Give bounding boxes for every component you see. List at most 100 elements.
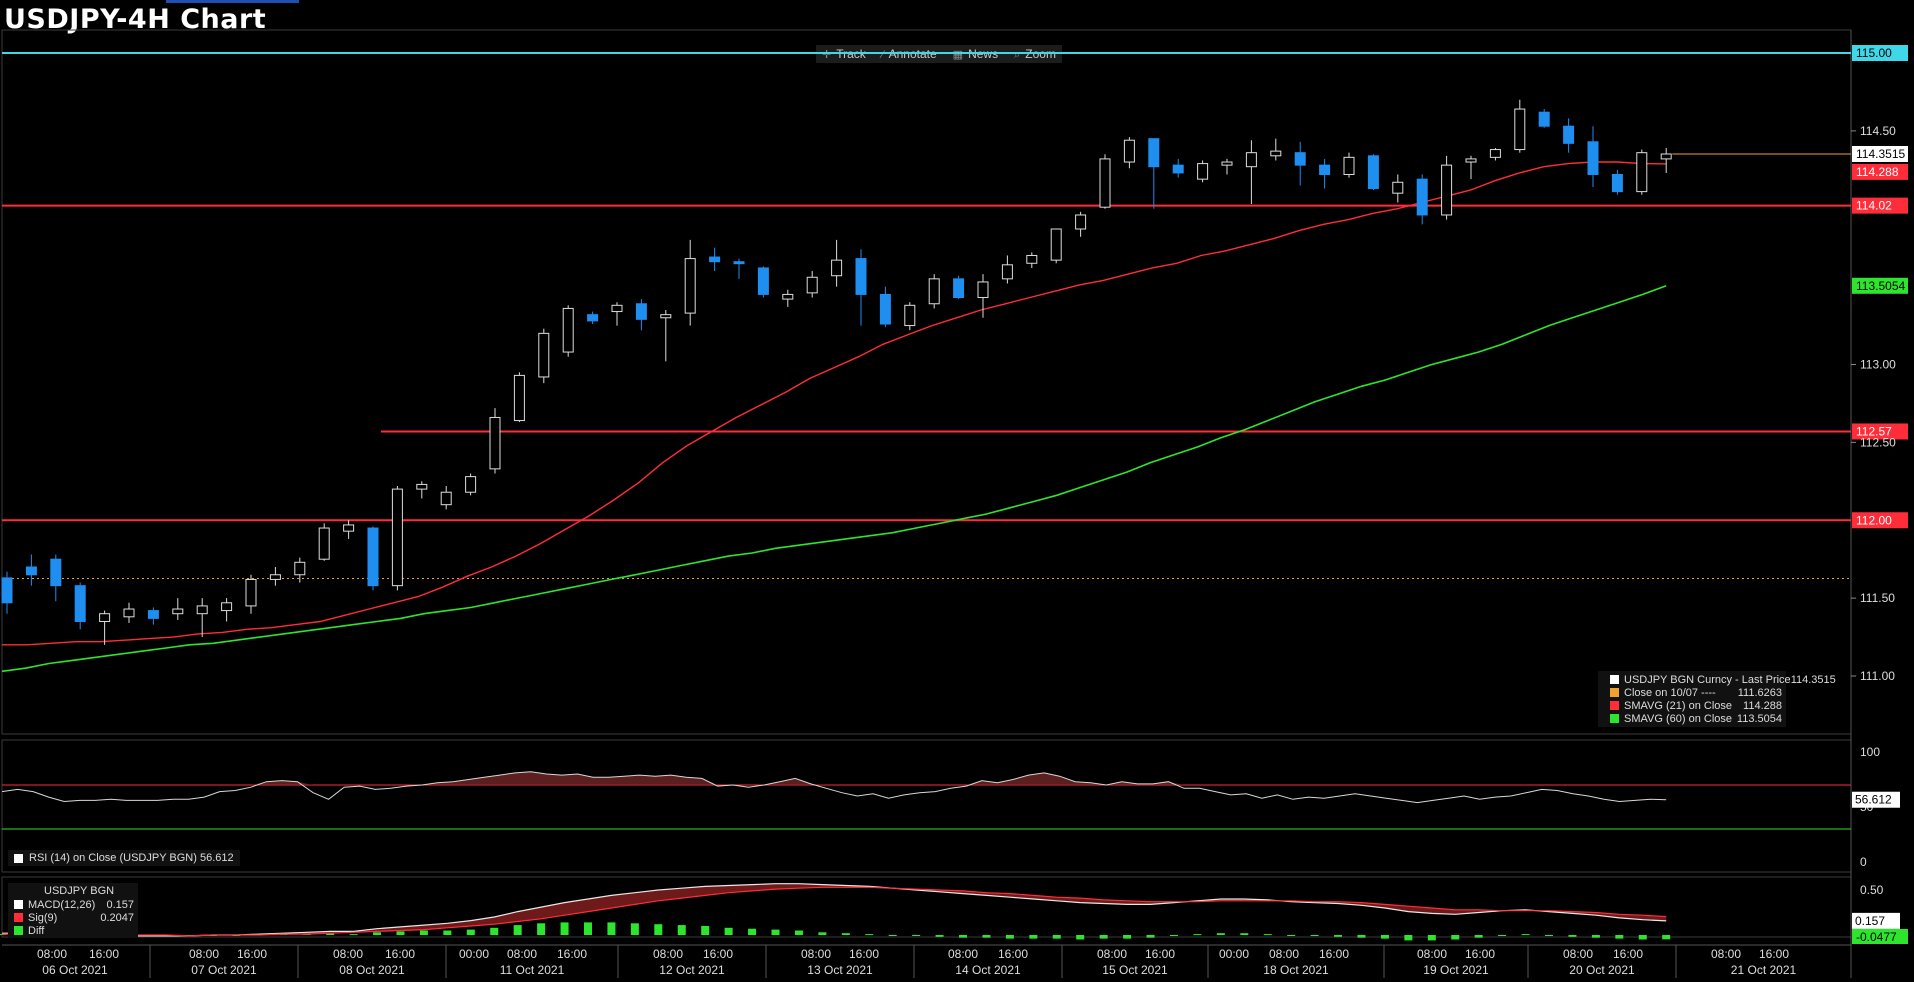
legend-value: 114.288	[1743, 699, 1782, 712]
candle-body	[709, 256, 721, 263]
macd-diff-bar	[1216, 933, 1225, 935]
legend-swatch	[1610, 714, 1619, 723]
macd-diff-bar	[701, 926, 710, 935]
macd-diff-bar	[373, 932, 382, 935]
legend-value: 0.2047	[100, 911, 134, 924]
candle-body	[977, 281, 989, 299]
candle	[1441, 155, 1453, 220]
x-time-label: 16:00	[237, 947, 267, 961]
x-date-label: 20 Oct 2021	[1569, 963, 1635, 977]
level-tag-text: 114.02	[1856, 199, 1892, 213]
macd-last-tag	[1852, 912, 1900, 929]
candle	[123, 602, 135, 624]
candle-body	[513, 374, 525, 422]
macd-diff-bar	[1662, 935, 1671, 940]
macd-diff-bar	[865, 934, 874, 936]
candle	[831, 239, 843, 287]
price-legend: USDJPY BGN Curncy - Last Price 114.3515 C…	[1598, 671, 1836, 727]
candle-body	[294, 561, 306, 576]
legend-swatch	[1610, 701, 1619, 710]
x-time-label: 16:00	[89, 947, 119, 961]
candle-body	[1245, 152, 1257, 168]
macd-diff-bar	[677, 925, 686, 935]
candle	[343, 520, 355, 539]
candle	[269, 566, 281, 586]
candle	[1099, 154, 1111, 209]
candle-body	[1319, 164, 1331, 175]
macd-diff-bar	[724, 927, 733, 935]
candle	[1026, 252, 1038, 268]
macd-diff-bar	[818, 932, 827, 935]
macd-diff-bar	[1545, 935, 1554, 936]
candle	[1465, 155, 1477, 180]
candle-body	[1197, 163, 1209, 180]
candle-body	[1538, 111, 1550, 127]
candle-body	[1587, 141, 1599, 175]
candle-body	[1026, 254, 1038, 264]
legend-label: SMAVG (21) on Close	[1624, 699, 1733, 712]
candle-body	[1563, 125, 1575, 144]
candle	[1611, 169, 1623, 195]
macd-diff-bar	[912, 935, 921, 936]
candle	[1245, 140, 1257, 205]
rsi-tick-label: 100	[1860, 745, 1880, 759]
candle-body	[635, 303, 647, 320]
top-accent-bar	[166, 0, 299, 3]
candle	[1148, 138, 1160, 209]
macd-diff-bar	[1521, 934, 1530, 936]
candle	[1636, 149, 1648, 195]
rsi-swatch	[14, 853, 23, 863]
candle-body	[1489, 149, 1501, 158]
macd-diff-bar	[326, 933, 335, 935]
x-date-label: 21 Oct 2021	[1731, 963, 1797, 977]
candle	[245, 574, 257, 614]
candle	[74, 582, 86, 630]
macd-diff-bar	[1451, 935, 1460, 940]
macd-diff-bar	[982, 935, 991, 938]
x-time-label: 08:00	[1563, 947, 1593, 961]
legend-label: SMAVG (60) on Close	[1624, 712, 1733, 725]
macd-diff-bar	[771, 929, 780, 935]
candle	[1172, 158, 1184, 178]
candle	[25, 554, 37, 586]
x-time-label: 08:00	[37, 947, 67, 961]
macd-diff-bar	[1310, 935, 1319, 936]
candle-body	[733, 261, 745, 265]
sma21-line	[2, 161, 1667, 646]
diff-legend-row: Diff	[14, 924, 134, 937]
macd-diff-bar	[630, 923, 639, 935]
candle	[1587, 126, 1599, 187]
macd-diff-bar	[1427, 935, 1436, 941]
candle-body	[221, 602, 233, 612]
rsi-legend: RSI (14) on Close (USDJPY BGN) 56.612	[8, 850, 240, 866]
pencil-icon: ⁄	[881, 49, 884, 61]
macd-diff-bar	[1169, 935, 1178, 936]
rsi-last-tag	[1852, 791, 1900, 808]
magnifier-icon: ⌕	[1014, 48, 1021, 61]
candle-body	[489, 416, 501, 470]
candle	[562, 305, 574, 357]
legend-label: Diff	[28, 924, 45, 937]
candle	[782, 289, 794, 307]
candle	[513, 372, 525, 423]
candle-body	[587, 314, 599, 322]
candle	[1001, 255, 1013, 284]
macd-diff-bar	[935, 935, 944, 937]
candle-body	[1270, 150, 1282, 157]
candle-body	[611, 304, 623, 313]
candle	[684, 239, 696, 326]
candle	[1367, 154, 1379, 191]
macd-diff-bar	[959, 935, 968, 938]
candle-body	[1392, 181, 1404, 194]
candle-body	[440, 491, 452, 506]
candle-body	[660, 314, 672, 319]
legend-label: Sig(9)	[28, 911, 58, 924]
candle-body	[1611, 173, 1623, 193]
candle-body	[318, 527, 330, 560]
candle-body	[123, 608, 135, 618]
candle	[977, 274, 989, 318]
candle-body	[562, 307, 574, 353]
candle	[757, 266, 769, 298]
candle-body	[904, 304, 916, 327]
